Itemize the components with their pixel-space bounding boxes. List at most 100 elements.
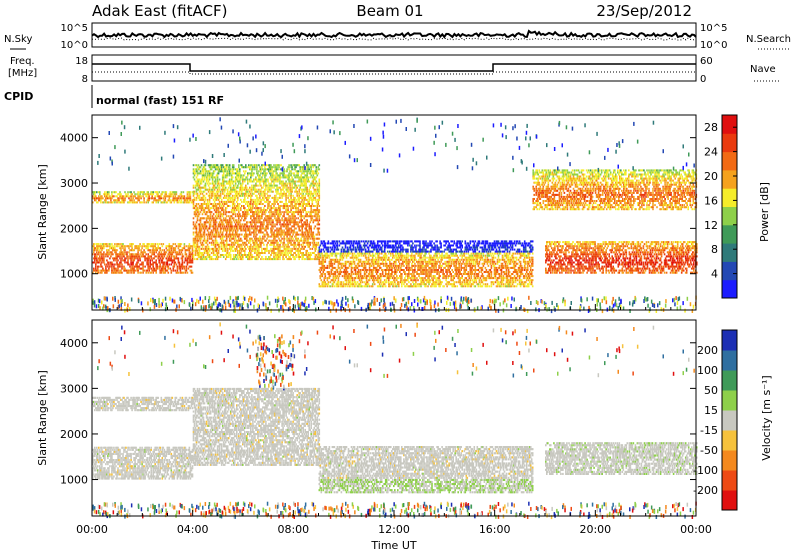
power-cell — [332, 242, 335, 245]
power-cell — [262, 223, 264, 226]
power-cell — [230, 196, 233, 199]
power-cell — [293, 172, 295, 175]
power-cell — [273, 245, 275, 248]
power-cell — [282, 256, 284, 258]
power-cell — [236, 233, 238, 236]
power-cell — [310, 196, 312, 199]
power-cell — [246, 209, 248, 212]
power-cell — [258, 219, 260, 222]
power-cell — [216, 180, 219, 183]
power-cell — [319, 244, 322, 247]
power-cell — [123, 255, 125, 258]
power-cell — [268, 182, 270, 185]
power-cell — [259, 237, 261, 240]
power-cell — [272, 174, 274, 177]
power-cell — [93, 261, 95, 264]
power-cell — [323, 279, 326, 282]
power-cell — [263, 182, 265, 185]
power-cell — [212, 254, 215, 256]
power-cell — [268, 164, 270, 167]
power-cell — [206, 178, 209, 181]
power-cell — [221, 184, 224, 187]
power-cell — [205, 207, 208, 210]
power-cell — [265, 227, 267, 230]
power-cell — [190, 245, 193, 248]
power-cell — [195, 229, 198, 232]
power-cell — [214, 186, 217, 189]
power-cell — [251, 190, 253, 193]
power-cell — [294, 182, 296, 185]
power-cell — [200, 256, 203, 258]
power-cell — [240, 176, 242, 179]
power-cell — [225, 233, 228, 236]
power-cell — [225, 219, 228, 222]
power-cell — [262, 258, 264, 261]
power-cell — [213, 188, 216, 191]
power-cell — [182, 197, 185, 200]
power-cell — [230, 176, 233, 179]
power-cell — [156, 263, 158, 266]
power-cell — [186, 249, 189, 252]
power-cell — [258, 237, 260, 240]
power-cell — [147, 263, 149, 266]
power-cell — [276, 254, 278, 256]
power-cell — [219, 194, 222, 197]
power-cell — [239, 192, 241, 195]
power-cell — [264, 170, 266, 173]
power-cell — [131, 253, 133, 256]
power-cell — [329, 275, 332, 278]
power-cell — [165, 247, 168, 250]
power-cell — [299, 209, 301, 212]
power-cell — [229, 227, 232, 230]
power-cell — [223, 245, 226, 248]
power-cell — [107, 249, 109, 252]
power-cell — [262, 203, 264, 205]
power-cell — [279, 245, 281, 248]
power-cell — [193, 207, 196, 210]
power-cell — [151, 191, 153, 194]
power-cell — [138, 245, 140, 248]
power-cell — [116, 269, 118, 272]
power-cell — [238, 235, 240, 238]
power-cell — [341, 246, 344, 249]
power-cell — [204, 213, 207, 216]
power-cell — [202, 180, 205, 183]
power-cell — [228, 225, 231, 228]
power-cell — [355, 240, 358, 243]
power-cell — [220, 164, 223, 167]
power-cell — [277, 203, 279, 205]
power-cell — [286, 182, 288, 185]
power-cell — [196, 194, 199, 197]
power-cell — [94, 257, 96, 260]
power-cell — [277, 241, 279, 244]
power-cell — [187, 257, 190, 260]
power-cell — [322, 256, 325, 259]
power-cell — [143, 251, 145, 254]
power-cell — [296, 221, 298, 224]
power-cell — [136, 247, 138, 250]
power-cell — [120, 247, 122, 250]
power-cell — [98, 191, 100, 194]
power-cell — [320, 240, 323, 243]
power-cell — [120, 271, 122, 274]
power-cell — [354, 281, 357, 284]
power-cell — [249, 241, 251, 244]
power-cell — [301, 245, 303, 248]
power-cell — [240, 178, 242, 181]
power-cell — [214, 164, 217, 167]
power-cell — [304, 194, 306, 197]
power-cell — [123, 201, 125, 204]
power-cell — [120, 249, 122, 252]
power-cell — [300, 247, 302, 250]
power-cell — [246, 190, 248, 193]
power-cell — [201, 223, 204, 226]
power-cell — [176, 269, 179, 272]
power-cell — [337, 285, 340, 288]
power-cell — [254, 184, 256, 187]
power-cell — [212, 258, 215, 261]
power-cell — [221, 190, 224, 193]
power-cell — [304, 231, 306, 234]
power-cell — [259, 221, 261, 224]
power-cell — [265, 180, 267, 183]
power-cell — [260, 211, 262, 214]
